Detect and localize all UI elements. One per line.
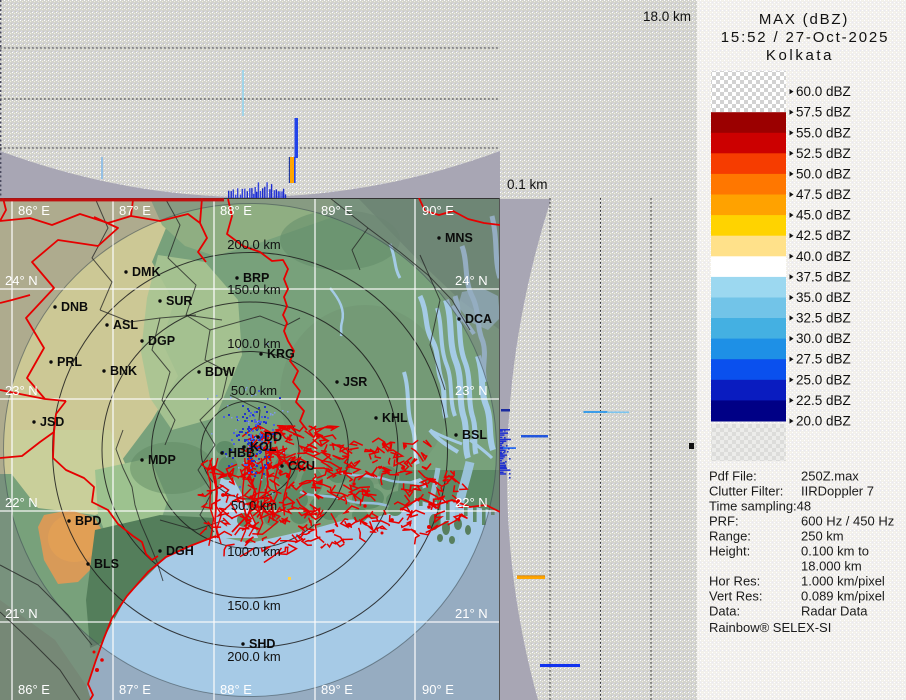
svg-text:100.0 km: 100.0 km — [227, 544, 280, 559]
svg-text:KRG: KRG — [267, 347, 295, 361]
svg-text:ASL: ASL — [113, 318, 138, 332]
svg-text:1.000 km/pixel: 1.000 km/pixel — [801, 574, 885, 589]
svg-text:57.5 dBZ: 57.5 dBZ — [796, 105, 851, 120]
svg-text:KOL: KOL — [250, 440, 277, 454]
svg-text:BLS: BLS — [94, 557, 119, 571]
svg-text:55.0 dBZ: 55.0 dBZ — [796, 125, 851, 140]
svg-text:87° E: 87° E — [119, 682, 151, 697]
svg-text:90° E: 90° E — [422, 203, 454, 218]
svg-text:Data:: Data: — [709, 604, 740, 619]
svg-text:21° N: 21° N — [5, 606, 38, 621]
svg-text:Hor Res:: Hor Res: — [709, 574, 760, 589]
svg-text:Pdf File:: Pdf File: — [709, 469, 757, 484]
svg-text:SUR: SUR — [166, 294, 192, 308]
svg-text:150.0 km: 150.0 km — [227, 282, 280, 297]
svg-text:87° E: 87° E — [119, 203, 151, 218]
svg-text:86° E: 86° E — [18, 203, 50, 218]
svg-text:50.0 dBZ: 50.0 dBZ — [796, 166, 851, 181]
svg-text:BDW: BDW — [205, 365, 235, 379]
svg-text:47.5 dBZ: 47.5 dBZ — [796, 187, 851, 202]
svg-text:0.100 km to: 0.100 km to — [801, 544, 869, 559]
svg-text:200.0 km: 200.0 km — [227, 237, 280, 252]
svg-text:250Z.max: 250Z.max — [801, 469, 859, 484]
svg-text:86° E: 86° E — [18, 682, 50, 697]
svg-text:SHD: SHD — [249, 637, 275, 651]
svg-text:45.0 dBZ: 45.0 dBZ — [796, 208, 851, 223]
svg-text:90° E: 90° E — [422, 682, 454, 697]
svg-text:DCA: DCA — [465, 312, 492, 326]
svg-text:150.0 km: 150.0 km — [227, 598, 280, 613]
svg-text:18.0 km: 18.0 km — [643, 9, 691, 24]
svg-text:89° E: 89° E — [321, 203, 353, 218]
svg-text:JSR: JSR — [343, 375, 367, 389]
svg-text:Range:: Range: — [709, 529, 751, 544]
svg-text:21° N: 21° N — [455, 606, 488, 621]
svg-text:Clutter Filter:: Clutter Filter: — [709, 484, 783, 499]
svg-text:DD: DD — [264, 430, 282, 444]
svg-text:15:52 / 27-Oct-2025: 15:52 / 27-Oct-2025 — [721, 29, 890, 46]
svg-text:52.5 dBZ: 52.5 dBZ — [796, 146, 851, 161]
svg-text:MDP: MDP — [148, 453, 176, 467]
svg-text:600 Hz / 450 Hz: 600 Hz / 450 Hz — [801, 514, 894, 529]
svg-text:Height:: Height: — [709, 544, 750, 559]
svg-text:MNS: MNS — [445, 231, 473, 245]
svg-text:HBB: HBB — [228, 446, 255, 460]
svg-text:DNB: DNB — [61, 300, 88, 314]
svg-text:22° N: 22° N — [5, 495, 38, 510]
svg-text:32.5 dBZ: 32.5 dBZ — [796, 311, 851, 326]
svg-text:PRF:: PRF: — [709, 514, 739, 529]
svg-text:22° N: 22° N — [455, 495, 488, 510]
svg-text:DGH: DGH — [166, 544, 194, 558]
svg-text:BSL: BSL — [462, 428, 487, 442]
svg-text:27.5 dBZ: 27.5 dBZ — [796, 352, 851, 367]
svg-text:BPD: BPD — [75, 514, 101, 528]
svg-text:Rainbow® SELEX-SI: Rainbow® SELEX-SI — [709, 620, 831, 635]
svg-text:30.0 dBZ: 30.0 dBZ — [796, 331, 851, 346]
svg-text:50.0 km: 50.0 km — [231, 498, 277, 513]
svg-text:Time sampling:48: Time sampling:48 — [709, 499, 811, 514]
svg-text:BNK: BNK — [110, 364, 137, 378]
svg-text:200.0 km: 200.0 km — [227, 649, 280, 664]
svg-text:Vert Res:: Vert Res: — [709, 589, 762, 604]
svg-text:DGP: DGP — [148, 334, 175, 348]
svg-text:DMK: DMK — [132, 265, 160, 279]
svg-text:CCU: CCU — [288, 459, 315, 473]
svg-text:MAX (dBZ): MAX (dBZ) — [759, 11, 849, 28]
svg-text:Radar Data: Radar Data — [801, 604, 868, 619]
svg-text:50.0 km: 50.0 km — [231, 383, 277, 398]
svg-text:24° N: 24° N — [455, 273, 488, 288]
svg-text:23° N: 23° N — [5, 383, 38, 398]
svg-text:23° N: 23° N — [455, 383, 488, 398]
svg-text:BRP: BRP — [243, 271, 269, 285]
svg-text:250 km: 250 km — [801, 529, 844, 544]
svg-text:88° E: 88° E — [220, 203, 252, 218]
svg-text:Kolkata: Kolkata — [766, 47, 834, 64]
svg-text:42.5 dBZ: 42.5 dBZ — [796, 228, 851, 243]
svg-text:35.0 dBZ: 35.0 dBZ — [796, 290, 851, 305]
svg-text:100.0 km: 100.0 km — [227, 336, 280, 351]
svg-text:88° E: 88° E — [220, 682, 252, 697]
svg-text:KHL: KHL — [382, 411, 408, 425]
svg-text:37.5 dBZ: 37.5 dBZ — [796, 269, 851, 284]
svg-text:40.0 dBZ: 40.0 dBZ — [796, 249, 851, 264]
svg-text:24° N: 24° N — [5, 273, 38, 288]
svg-text:PRL: PRL — [57, 355, 82, 369]
svg-text:18.000 km: 18.000 km — [801, 559, 862, 574]
svg-text:89° E: 89° E — [321, 682, 353, 697]
svg-text:20.0 dBZ: 20.0 dBZ — [796, 414, 851, 429]
svg-text:0.1 km: 0.1 km — [507, 177, 548, 192]
svg-text:25.0 dBZ: 25.0 dBZ — [796, 372, 851, 387]
svg-text:JSD: JSD — [40, 415, 64, 429]
svg-text:22.5 dBZ: 22.5 dBZ — [796, 393, 851, 408]
svg-text:60.0 dBZ: 60.0 dBZ — [796, 84, 851, 99]
svg-text:0.089 km/pixel: 0.089 km/pixel — [801, 589, 885, 604]
svg-text:IIRDoppler 7: IIRDoppler 7 — [801, 484, 874, 499]
